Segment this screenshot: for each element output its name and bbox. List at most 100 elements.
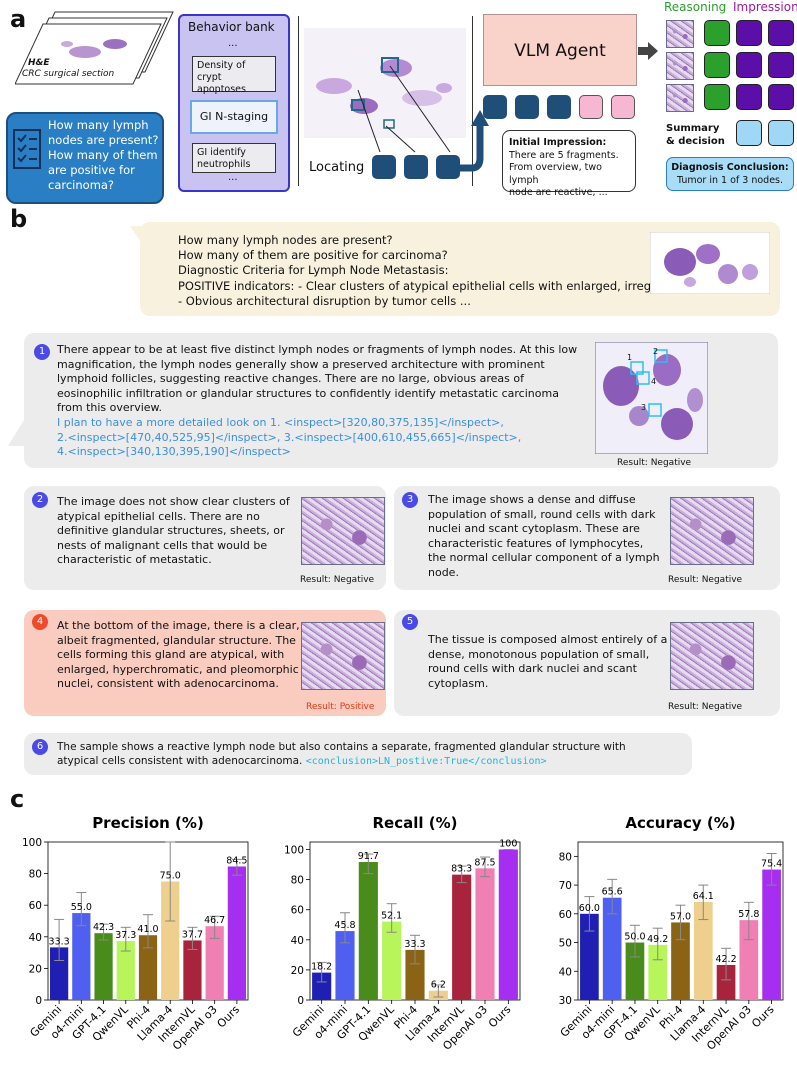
prompt-bubble-tail [130, 226, 142, 244]
reasoning-patch-3 [666, 84, 694, 112]
data-label: 91.7 [358, 851, 379, 862]
y-tick-label: 100 [22, 837, 42, 849]
agent-token-1 [483, 95, 507, 119]
step-1-plan-line-1: I plan to have a more detailed look on 1… [57, 416, 504, 429]
data-label: 37.7 [182, 929, 203, 940]
prompt-line-1: How many lymph nodes are present? [178, 233, 393, 247]
prompt-line-3: Diagnostic Criteria for Lymph Node Metas… [178, 263, 449, 278]
data-label: 33.3 [49, 936, 70, 947]
data-label: 33.3 [404, 939, 425, 950]
data-label: 57.8 [738, 909, 759, 920]
step-1-text: There appear to be at least five distinc… [57, 343, 578, 414]
data-label: 52.1 [381, 911, 402, 922]
bank-ellipsis-top: ... [228, 38, 238, 49]
initial-impression-line-2: From overview, two lymph [509, 162, 602, 186]
slide-stack-illustration [15, 11, 174, 85]
chart-title: Accuracy (%) [625, 814, 735, 832]
bank-item-crypt-apoptoses[interactable]: Density of crypt apoptoses [192, 56, 276, 95]
panel-c-letter: c [10, 785, 25, 813]
summary-line-1: Summary [666, 123, 720, 134]
step-3-number: 3 [402, 492, 418, 508]
y-tick-label: 0 [297, 995, 304, 1007]
step-4-text: At the bottom of the image, there is a c… [57, 619, 300, 690]
step-6-line-1: The sample shows a reactive lymph node b… [57, 741, 626, 753]
wsi-marker-4: 4 [651, 377, 656, 386]
prompt-line-2: How many of them are positive for carcin… [178, 248, 448, 263]
bank-item-gi-n-staging[interactable]: GI N-staging [190, 100, 278, 134]
y-tick-label: 80 [291, 875, 304, 887]
data-label: 87.5 [474, 857, 495, 868]
reasoning-token-3 [704, 84, 730, 110]
wsi-overview-frame [298, 16, 473, 186]
bar-o4-mini [72, 913, 91, 1000]
step-2-number: 2 [32, 492, 48, 508]
step-2-text: The image does not show clear clusters o… [57, 495, 290, 566]
y-tick-label: 80 [559, 851, 572, 863]
y-tick-label: 40 [29, 932, 42, 944]
agent-arrow-icon [638, 42, 658, 60]
bank-item-3-line-2: neutrophils [197, 159, 251, 170]
question-line-3: How many of them [48, 148, 158, 162]
bar-gpt-4-1 [94, 933, 113, 1000]
bar-openai-o3 [475, 868, 495, 1000]
bar-phi-4 [405, 949, 425, 1000]
data-label: 57.0 [670, 911, 691, 922]
bank-item-1-line-2: crypt apoptoses [197, 72, 246, 95]
bar-internvl [452, 874, 472, 1000]
step-4-patch-image [301, 622, 385, 690]
data-label: 65.6 [602, 887, 623, 898]
initial-impression-line-1: There are 5 fragments. [509, 149, 619, 161]
bar-ours [227, 866, 246, 1000]
bar-openai-o3 [205, 926, 224, 1000]
summary-token-1 [736, 120, 762, 146]
y-tick-label: 60 [559, 909, 572, 921]
bar-ours [498, 849, 518, 1000]
bank-item-gi-neutrophils[interactable]: GI identify neutrophils [192, 143, 276, 173]
locate-token-1 [372, 155, 396, 179]
bar-llama-4 [693, 902, 713, 1000]
impression-token-b-1 [768, 20, 794, 46]
bar-llama-4 [161, 881, 180, 1000]
step-1-plan-line-2: 2.<inspect>[470,40,525,95]</inspect>, 3.… [57, 430, 522, 444]
step-1-wsi-image: 1 2 3 4 [595, 342, 708, 454]
data-label: 75.0 [160, 871, 181, 882]
initial-impression-bubble: Initial Impression: There are 5 fragment… [502, 130, 636, 198]
y-tick-label: 100 [284, 845, 304, 857]
step-3-result: Result: Negative [668, 575, 743, 585]
locate-token-3 [436, 155, 460, 179]
x-tick-label: Ours [215, 1003, 243, 1031]
slide-label-he: H&E [28, 58, 50, 68]
y-tick-label: 80 [29, 869, 42, 881]
diagnosis-text: Tumor in 1 of 3 nodes. [676, 175, 784, 186]
agent-token-5 [611, 95, 635, 119]
bank-item-1-line-1: Density of [197, 60, 246, 71]
step-1-number: 1 [34, 344, 50, 360]
y-tick-label: 60 [29, 900, 42, 912]
initial-impression-title: Initial Impression: [509, 137, 607, 148]
bar-gemini [580, 913, 599, 1000]
agent-token-2 [515, 95, 539, 119]
behavior-bank-title: Behavior bank [188, 20, 275, 34]
data-label: 6.2 [431, 980, 446, 991]
data-label: 41.0 [137, 924, 158, 935]
summary-line-2: & decision [666, 136, 725, 147]
bar-qwenvl [382, 921, 402, 1000]
step-1-result: Result: Negative [617, 458, 692, 468]
reasoning-token-1 [704, 20, 730, 46]
y-tick-label: 60 [291, 905, 304, 917]
step-6-number: 6 [32, 739, 48, 755]
bar-phi-4 [671, 922, 690, 1000]
y-tick-label: 50 [559, 938, 572, 950]
checklist-icon [13, 129, 41, 169]
data-label: 100 [499, 839, 517, 850]
step-3-text: The image shows a dense and diffuse popu… [428, 493, 660, 579]
x-tick-label: Ours [749, 1003, 777, 1031]
bar-gemini [312, 972, 332, 1000]
data-label: 49.2 [647, 934, 668, 945]
chart-title: Recall (%) [373, 814, 458, 832]
locating-label: Locating [309, 160, 365, 175]
impression-token-b-2 [768, 52, 794, 78]
data-label: 42.3 [93, 922, 114, 933]
metrics-charts: Precision (%)02040608010033.3Gemini55.0o… [22, 814, 784, 1053]
step-4-result: Result: Positive [306, 702, 375, 712]
